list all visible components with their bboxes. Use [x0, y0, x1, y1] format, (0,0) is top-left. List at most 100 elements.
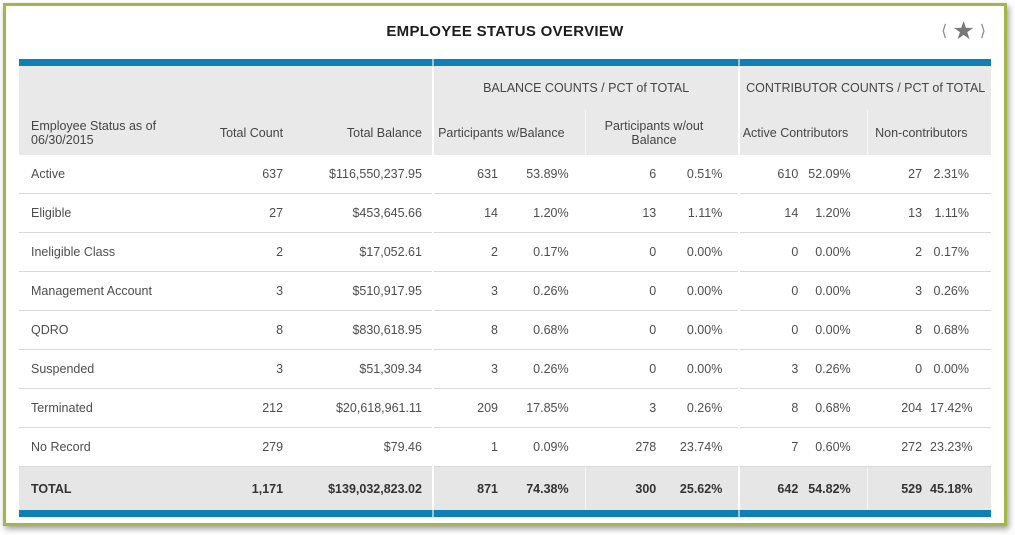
count-cell: 209	[431, 388, 506, 428]
count-cell: 8	[211, 310, 304, 350]
column-header-active-contributors: Active Contributors	[738, 110, 868, 155]
pct-cell: 0.26%	[506, 349, 586, 389]
count-cell: 637	[211, 155, 304, 194]
pct-cell: 0.26%	[506, 271, 586, 311]
favorite-star-icon[interactable]: ★	[952, 17, 975, 45]
pct-cell: 54.82%	[806, 466, 868, 510]
column-header-participants-w-balance: Participants w/Balance	[431, 110, 586, 155]
column-header-total-balance: Total Balance	[303, 110, 433, 155]
count-cell: 212	[211, 388, 304, 428]
count-cell: 300	[584, 466, 665, 510]
table-row: Management Account 3 $510,917.95 3 0.26%…	[19, 271, 991, 311]
count-cell: 0	[584, 310, 665, 350]
group-header-contributor: CONTRIBUTOR COUNTS / PCT of TOTAL	[738, 66, 991, 110]
table-row: Active 637 $116,550,237.95 631 53.89% 6 …	[19, 155, 991, 194]
count-cell: 0	[738, 310, 807, 350]
status-cell: Ineligible Class	[19, 232, 212, 272]
count-cell: 3	[584, 388, 665, 428]
count-cell: 0	[738, 271, 807, 311]
pct-cell: 0.51%	[664, 155, 740, 194]
pct-cell: 0.68%	[506, 310, 586, 350]
balance-cell: $20,618,961.11	[303, 388, 433, 428]
count-cell: 204	[866, 388, 931, 428]
count-cell: 0	[738, 232, 807, 272]
next-page-chevron-icon[interactable]: ⟩	[979, 22, 986, 40]
pct-cell: 0.00%	[664, 349, 740, 389]
table-row: QDRO 8 $830,618.95 8 0.68% 0 0.00% 0 0.0…	[19, 310, 991, 350]
status-cell: Suspended	[19, 349, 212, 389]
count-cell: 27	[211, 193, 304, 233]
status-cell: Terminated	[19, 388, 212, 428]
pct-cell: 1.20%	[506, 193, 586, 233]
group-header-balance: BALANCE COUNTS / PCT of TOTAL	[431, 66, 740, 110]
count-cell: 529	[866, 466, 931, 510]
pct-cell: 1.11%	[930, 193, 991, 233]
pct-cell: 0.00%	[664, 232, 740, 272]
count-cell: 631	[431, 155, 506, 194]
report-card: EMPLOYEE STATUS OVERVIEW ⟨ ★ ⟩	[3, 3, 1007, 526]
pct-cell: 0.60%	[806, 427, 868, 467]
table-row: Ineligible Class 2 $17,052.61 2 0.17% 0 …	[19, 232, 991, 272]
balance-cell: $139,032,823.02	[303, 466, 433, 510]
pct-cell: 1.11%	[664, 193, 740, 233]
status-cell: TOTAL	[19, 466, 212, 510]
accent-bar-top	[19, 59, 991, 66]
column-header-row: Employee Status as of 06/30/2015 Total C…	[19, 110, 991, 155]
count-cell: 272	[866, 427, 931, 467]
pct-cell: 52.09%	[806, 155, 868, 194]
count-cell: 14	[431, 193, 506, 233]
count-cell: 278	[584, 427, 665, 467]
count-cell: 13	[866, 193, 931, 233]
balance-cell: $453,645.66	[303, 193, 433, 233]
pct-cell: 0.17%	[506, 232, 586, 272]
count-cell: 3	[431, 349, 506, 389]
group-header-empty	[19, 66, 433, 110]
pct-cell: 23.23%	[930, 427, 991, 467]
count-cell: 14	[738, 193, 807, 233]
pct-cell: 0.00%	[806, 232, 868, 272]
count-cell: 7	[738, 427, 807, 467]
balance-cell: $830,618.95	[303, 310, 433, 350]
column-header-non-contributors: Non-contributors	[866, 110, 991, 155]
pct-cell: 0.68%	[806, 388, 868, 428]
group-header-row: BALANCE COUNTS / PCT of TOTAL CONTRIBUTO…	[19, 66, 991, 110]
pct-cell: 74.38%	[506, 466, 586, 510]
pct-cell: 0.00%	[664, 271, 740, 311]
pct-cell: 2.31%	[930, 155, 991, 194]
pagination-nav: ⟨ ★ ⟩	[939, 19, 988, 44]
pct-cell: 0.00%	[930, 349, 991, 389]
balance-cell: $17,052.61	[303, 232, 433, 272]
count-cell: 0	[584, 271, 665, 311]
count-cell: 1,171	[211, 466, 304, 510]
table-container: BALANCE COUNTS / PCT of TOTAL CONTRIBUTO…	[6, 59, 1004, 517]
status-cell: No Record	[19, 427, 212, 467]
prev-page-chevron-icon[interactable]: ⟨	[941, 22, 948, 40]
table-row: Eligible 27 $453,645.66 14 1.20% 13 1.11…	[19, 193, 991, 233]
count-cell: 1	[431, 427, 506, 467]
table-row: Suspended 3 $51,309.34 3 0.26% 0 0.00% 3…	[19, 349, 991, 389]
pct-cell: 0.09%	[506, 427, 586, 467]
table-row: Terminated 212 $20,618,961.11 209 17.85%…	[19, 388, 991, 428]
title-bar: EMPLOYEE STATUS OVERVIEW ⟨ ★ ⟩	[6, 6, 1004, 59]
pct-cell: 0.26%	[806, 349, 868, 389]
status-cell: Management Account	[19, 271, 212, 311]
count-cell: 0	[866, 349, 931, 389]
pct-cell: 0.17%	[930, 232, 991, 272]
table-row: No Record 279 $79.46 1 0.09% 278 23.74% …	[19, 427, 991, 467]
count-cell: 2	[866, 232, 931, 272]
count-cell: 27	[866, 155, 931, 194]
pct-cell: 0.00%	[806, 271, 868, 311]
count-cell: 2	[211, 232, 304, 272]
pct-cell: 0.00%	[664, 310, 740, 350]
page-title: EMPLOYEE STATUS OVERVIEW	[386, 23, 624, 40]
pct-cell: 17.42%	[930, 388, 991, 428]
pct-cell: 25.62%	[664, 466, 740, 510]
count-cell: 8	[431, 310, 506, 350]
count-cell: 3	[738, 349, 807, 389]
accent-bar-bottom	[19, 510, 991, 517]
pct-cell: 1.20%	[806, 193, 868, 233]
pct-cell: 0.00%	[806, 310, 868, 350]
balance-cell: $510,917.95	[303, 271, 433, 311]
count-cell: 8	[866, 310, 931, 350]
pct-cell: 0.26%	[930, 271, 991, 311]
